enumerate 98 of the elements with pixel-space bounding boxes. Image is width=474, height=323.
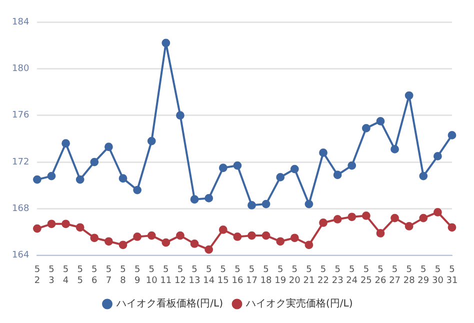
x-tick-label: 5 28 bbox=[403, 265, 416, 286]
point bbox=[248, 231, 256, 240]
x-tick-label: 5 2 bbox=[34, 265, 40, 286]
point bbox=[147, 231, 156, 240]
y-tick-label: 180 bbox=[12, 64, 30, 74]
x-tick-label: 5 13 bbox=[188, 265, 200, 286]
x-tick-label: 5 18 bbox=[260, 265, 272, 286]
point bbox=[362, 124, 370, 132]
point bbox=[404, 222, 414, 230]
y-tick-label: 184 bbox=[12, 17, 30, 28]
point bbox=[419, 214, 428, 222]
point bbox=[32, 224, 42, 233]
point bbox=[104, 237, 113, 246]
point bbox=[333, 170, 342, 180]
point bbox=[419, 172, 428, 180]
point bbox=[90, 158, 99, 166]
x-tick-label: 5 24 bbox=[346, 265, 358, 286]
point bbox=[304, 200, 314, 208]
point bbox=[204, 245, 214, 254]
point bbox=[276, 237, 285, 246]
point bbox=[390, 145, 399, 154]
x-tick-label: 5 16 bbox=[232, 265, 244, 286]
point bbox=[176, 231, 184, 240]
x-tick-label: 5 15 bbox=[217, 265, 229, 286]
point bbox=[233, 161, 242, 170]
point bbox=[376, 116, 385, 126]
point bbox=[448, 223, 456, 232]
point bbox=[190, 195, 199, 204]
point bbox=[147, 136, 156, 146]
point bbox=[47, 172, 56, 180]
point bbox=[276, 173, 285, 182]
x-tick-label: 5 14 bbox=[203, 265, 215, 286]
point bbox=[118, 174, 128, 183]
point bbox=[376, 229, 385, 238]
x-tick-label: 5 30 bbox=[432, 265, 444, 286]
point bbox=[118, 240, 128, 250]
point bbox=[304, 240, 314, 250]
point bbox=[90, 234, 99, 242]
point bbox=[104, 142, 113, 152]
x-tick-label: 5 21 bbox=[303, 265, 315, 286]
legend-label: ハイオク看板価格(円/L) bbox=[115, 298, 224, 310]
point bbox=[218, 164, 228, 172]
point bbox=[333, 215, 342, 224]
y-tick-label: 172 bbox=[12, 157, 30, 168]
x-tick-label: 5 20 bbox=[288, 265, 301, 286]
x-tick-label: 5 4 bbox=[62, 265, 69, 286]
point bbox=[433, 152, 442, 160]
point bbox=[448, 131, 456, 140]
point bbox=[190, 240, 199, 248]
point bbox=[404, 91, 414, 100]
y-tick-label: 164 bbox=[12, 250, 30, 261]
point bbox=[248, 201, 256, 210]
x-tick-label: 5 12 bbox=[174, 265, 186, 286]
x-tick-label: 5 27 bbox=[389, 265, 401, 286]
point bbox=[262, 200, 270, 208]
x-tick-label: 5 9 bbox=[134, 265, 140, 286]
point bbox=[62, 220, 70, 228]
x-tick-label: 5 19 bbox=[274, 265, 286, 286]
point bbox=[290, 234, 299, 242]
point bbox=[319, 148, 328, 157]
point bbox=[47, 220, 56, 228]
point bbox=[218, 226, 228, 234]
x-tick-label: 5 26 bbox=[374, 265, 386, 286]
point bbox=[76, 223, 84, 232]
x-tick-label: 5 8 bbox=[120, 265, 126, 286]
point bbox=[362, 212, 370, 220]
point bbox=[348, 212, 356, 222]
point bbox=[262, 231, 270, 240]
x-tick-label: 5 22 bbox=[318, 265, 329, 286]
point bbox=[32, 175, 42, 184]
point bbox=[162, 238, 170, 247]
point bbox=[133, 232, 142, 241]
x-tick-label: 5 29 bbox=[418, 265, 430, 286]
point bbox=[290, 164, 299, 174]
x-tick-label: 5 23 bbox=[332, 265, 344, 286]
point bbox=[433, 208, 442, 216]
x-tick-label: 5 17 bbox=[246, 265, 258, 286]
x-tick-label: 5 5 bbox=[77, 265, 83, 286]
x-tick-label: 5 25 bbox=[360, 265, 372, 286]
x-tick-label: 5 6 bbox=[92, 265, 98, 286]
point bbox=[162, 38, 170, 48]
point bbox=[319, 218, 328, 227]
legend-label: ハイオク実売価格(円/L) bbox=[245, 298, 353, 310]
point bbox=[204, 194, 214, 202]
y-tick-label: 176 bbox=[12, 110, 30, 121]
point bbox=[76, 175, 84, 184]
y-tick-label: 168 bbox=[12, 204, 30, 214]
point bbox=[233, 232, 242, 241]
x-tick-label: 5 7 bbox=[106, 265, 112, 286]
point bbox=[390, 214, 399, 222]
x-tick-label: 5 3 bbox=[48, 265, 54, 286]
point bbox=[133, 186, 142, 194]
x-tick-label: 5 10 bbox=[146, 265, 158, 286]
x-tick-label: 5 11 bbox=[160, 265, 172, 286]
x-tick-label: 5 31 bbox=[446, 265, 458, 286]
point bbox=[348, 161, 356, 170]
point bbox=[176, 111, 184, 120]
point bbox=[62, 139, 70, 148]
